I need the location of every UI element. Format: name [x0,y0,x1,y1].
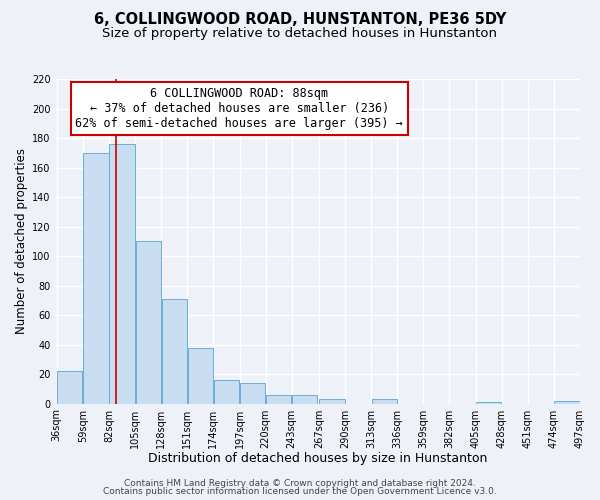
Bar [214,380,239,404]
X-axis label: Distribution of detached houses by size in Hunstanton: Distribution of detached houses by size … [148,452,488,465]
Bar [188,348,213,404]
Bar [161,299,187,404]
Bar [371,399,397,404]
Text: Contains public sector information licensed under the Open Government Licence v3: Contains public sector information licen… [103,487,497,496]
Text: Size of property relative to detached houses in Hunstanton: Size of property relative to detached ho… [103,28,497,40]
Y-axis label: Number of detached properties: Number of detached properties [15,148,28,334]
Bar [240,383,265,404]
Bar [136,242,161,404]
Text: 6, COLLINGWOOD ROAD, HUNSTANTON, PE36 5DY: 6, COLLINGWOOD ROAD, HUNSTANTON, PE36 5D… [94,12,506,28]
Text: 6 COLLINGWOOD ROAD: 88sqm
← 37% of detached houses are smaller (236)
62% of semi: 6 COLLINGWOOD ROAD: 88sqm ← 37% of detac… [75,87,403,130]
Bar [266,394,291,404]
Bar [476,402,501,404]
Bar [57,371,82,404]
Bar [83,153,109,404]
Bar [292,394,317,404]
Bar [109,144,134,404]
Bar [319,399,344,404]
Text: Contains HM Land Registry data © Crown copyright and database right 2024.: Contains HM Land Registry data © Crown c… [124,478,476,488]
Bar [554,400,580,404]
